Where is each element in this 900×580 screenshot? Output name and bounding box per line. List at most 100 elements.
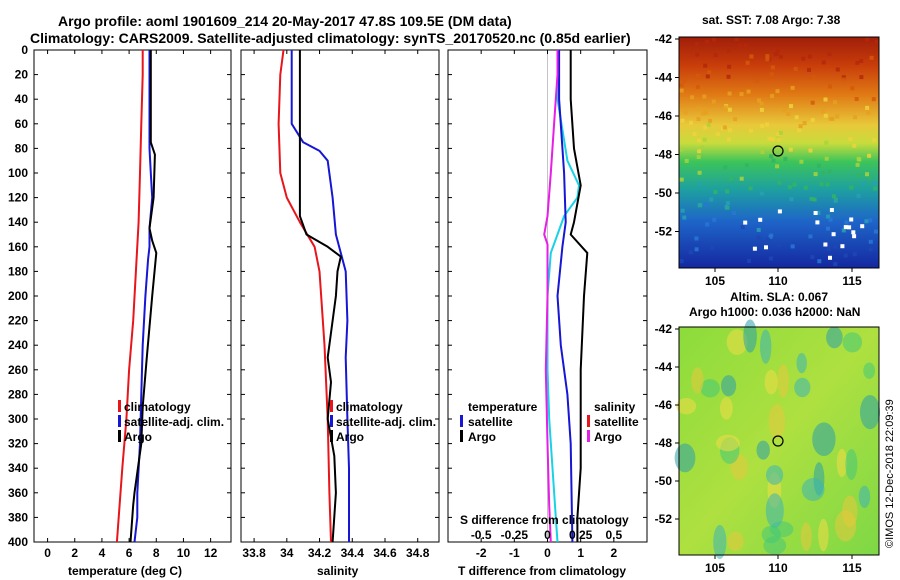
- sst-pixel: [769, 154, 774, 159]
- sst-pixel: [854, 97, 859, 101]
- sla-argo-location-marker: [772, 435, 784, 447]
- sst-pixel: [841, 75, 846, 80]
- legend-label: Argo: [124, 430, 152, 444]
- series-line-t-argo: [569, 50, 589, 542]
- sst-pixel: [727, 107, 732, 112]
- sla-eddy: [835, 510, 857, 542]
- sst-pixel: [816, 163, 821, 168]
- sst-pixel: [852, 252, 857, 257]
- sst-pixel: [688, 250, 693, 255]
- depth-tick-label: 160: [8, 240, 28, 254]
- sst-pixel: [864, 219, 869, 224]
- sst-pixel: [807, 67, 811, 72]
- lat-tick-label: -42: [655, 32, 673, 46]
- top-tick-label: 0.5: [605, 528, 622, 542]
- sst-map: [678, 36, 880, 269]
- sla-eddy: [743, 319, 757, 353]
- sst-pixel: [869, 55, 874, 60]
- legend-label: Argo: [336, 430, 364, 444]
- sst-pixel: [733, 117, 738, 122]
- sst-pixel: [684, 158, 689, 163]
- sst-pixel: [775, 48, 780, 53]
- sst-pixel: [689, 120, 694, 125]
- sst-pixel: [767, 136, 772, 141]
- sst-pixel: [698, 203, 703, 208]
- sla-eddy: [794, 377, 811, 398]
- sst-pixel: [770, 65, 775, 70]
- sst-pixel: [865, 105, 870, 110]
- sst-pixel: [789, 197, 794, 202]
- difference-top-label: S difference from climatology: [460, 513, 629, 527]
- sst-cloud-pixel: [815, 220, 820, 225]
- sla-texture: [674, 319, 880, 560]
- sla-frame: [678, 326, 880, 556]
- series-line-argo: [129, 50, 158, 543]
- sst-pixel: [724, 205, 729, 209]
- sla-eddy: [691, 367, 704, 394]
- x-tick-label: 0: [44, 546, 51, 560]
- sst-pixel: [789, 104, 793, 109]
- sst-pixel: [695, 74, 700, 78]
- sst-pixel: [782, 108, 787, 113]
- sst-pixel: [792, 182, 797, 187]
- lat-tick-label: -46: [655, 109, 673, 123]
- sst-pixel: [760, 150, 765, 154]
- sst-pixel: [703, 125, 708, 130]
- sla-eddy: [812, 422, 836, 457]
- sst-pixel: [848, 137, 853, 142]
- sst-pixel: [866, 110, 871, 115]
- sst-pixel: [874, 229, 878, 234]
- sst-pixel: [867, 153, 872, 158]
- sst-pixel: [705, 222, 710, 227]
- sst-pixel: [744, 163, 749, 168]
- sst-pixel: [679, 88, 684, 93]
- sla-eddy: [721, 375, 737, 397]
- sst-pixel: [759, 101, 764, 106]
- sst-pixel: [856, 173, 861, 177]
- top-tick-label: -0.5: [471, 528, 492, 542]
- sst-pixel: [786, 112, 791, 116]
- legend-label: satellite: [468, 415, 513, 429]
- sst-pixel: [802, 121, 807, 126]
- sst-pixel: [694, 236, 699, 241]
- sst-pixel: [827, 52, 832, 57]
- sst-pixel: [708, 118, 713, 123]
- top-tick-label: 0.25: [569, 528, 593, 542]
- sst-pixel: [770, 94, 775, 99]
- sst-pixel: [853, 115, 858, 120]
- sst-pixel: [828, 84, 832, 89]
- sst-pixel: [859, 58, 864, 63]
- depth-tick-label: 140: [8, 215, 28, 229]
- legend-label: satellite-adj. clim.: [336, 415, 436, 429]
- sst-pixel: [707, 70, 712, 75]
- sst-pixel: [824, 140, 829, 145]
- sst-pixel: [807, 54, 812, 59]
- sst-pixel: [703, 202, 708, 207]
- sst-pixel: [710, 245, 715, 250]
- sst-pixel: [790, 85, 795, 90]
- lat-tick-label: -50: [655, 474, 673, 488]
- depth-tick-label: 40: [15, 92, 29, 106]
- depth-tick-label: 380: [8, 510, 28, 524]
- legend-swatch-climatology: [330, 400, 333, 412]
- sla-eddy: [765, 493, 784, 529]
- sla-eddy: [700, 379, 720, 398]
- sst-pixel: [709, 197, 714, 202]
- sst-pixel: [775, 89, 780, 94]
- x-tick-label: 2: [610, 546, 617, 560]
- sst-cloud-pixel: [840, 244, 845, 249]
- sst-pixel: [873, 186, 878, 191]
- sst-pixel: [793, 66, 798, 71]
- sst-pixel: [705, 39, 710, 44]
- sst-pixel: [824, 156, 829, 161]
- sst-pixel: [728, 128, 733, 133]
- depth-tick-label: 60: [15, 117, 29, 131]
- lat-tick-label: -52: [655, 512, 673, 526]
- sst-pixel: [739, 176, 744, 181]
- x-tick-label: 0: [544, 546, 551, 560]
- lon-tick-label: 110: [768, 274, 788, 288]
- credit-text: ©IMOS 12-Dec-2018 22:09:39: [884, 399, 896, 548]
- sst-pixel: [726, 137, 731, 142]
- sla-eddy: [676, 398, 697, 415]
- sst-pixel: [868, 218, 873, 223]
